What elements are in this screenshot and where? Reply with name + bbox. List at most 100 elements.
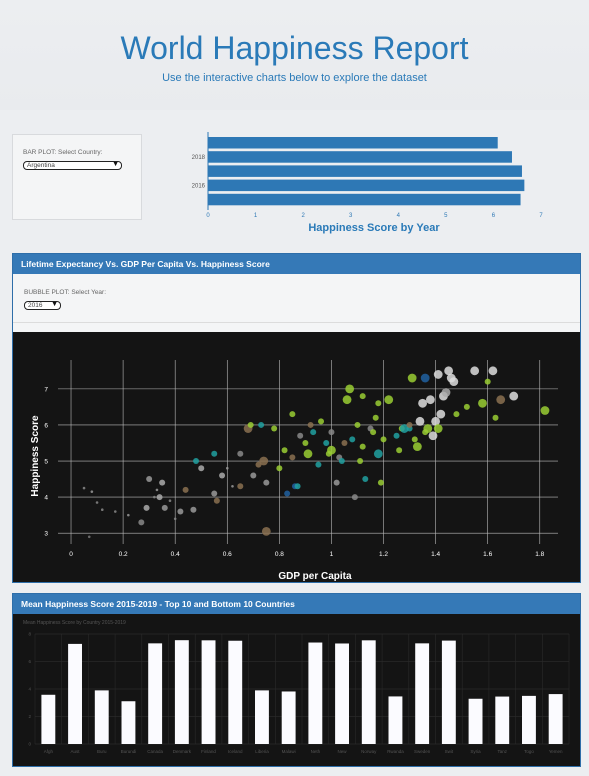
bubble-point <box>259 456 269 466</box>
bubble-point <box>463 403 470 410</box>
bubble-point <box>138 519 145 526</box>
bubble-point <box>484 378 491 385</box>
bubble-panel-title: Lifetime Expectancy Vs. GDP Per Capita V… <box>13 254 580 274</box>
bubble-point <box>87 535 91 539</box>
bubble-point <box>90 490 94 493</box>
bubble-point <box>303 449 313 459</box>
bubble-point <box>327 445 336 455</box>
bubble-point <box>428 431 438 441</box>
bubble-point <box>173 517 177 521</box>
bar-plot-selector-label: BAR PLOT: Select Country: <box>23 149 103 156</box>
bubble-point <box>250 472 257 479</box>
top-bottom-countries-panel: Mean Happiness Score 2015-2019 - Top 10 … <box>12 593 581 767</box>
bubble-point <box>418 398 427 408</box>
x-tick-label: Tanz <box>497 749 507 754</box>
bubble-point <box>423 424 433 433</box>
bubble-point <box>396 447 403 454</box>
bubble-point <box>113 510 117 513</box>
bubble-point <box>342 395 352 405</box>
bubble-point <box>345 384 355 394</box>
bubble-point <box>153 495 156 499</box>
x-tick-label: Rwanda <box>387 749 404 754</box>
x-tick-label: 1.6 <box>483 551 492 558</box>
bubble-point <box>380 436 387 443</box>
y-tick-label: 2018 <box>192 155 206 161</box>
chevron-down-icon: ▼ <box>112 161 119 168</box>
bubble-point <box>328 429 335 436</box>
x-tick-label: 1 <box>254 213 258 219</box>
bar-Canada <box>148 643 163 744</box>
x-tick-label: Afgh <box>44 749 54 754</box>
bar-Buru <box>94 690 109 744</box>
bar-Burundi <box>121 701 136 744</box>
bubble-plot-panel: Lifetime Expectancy Vs. GDP Per Capita V… <box>12 253 581 583</box>
x-tick-label: 0.2 <box>119 551 128 558</box>
bubble-point <box>407 373 417 383</box>
y-tick-label: 0 <box>28 742 31 747</box>
bar-New <box>335 643 349 744</box>
page-title: World Happiness Report <box>120 30 469 66</box>
bubble-point <box>478 398 487 408</box>
bubble-point <box>297 432 304 439</box>
chevron-down-icon: ▼ <box>51 301 58 308</box>
x-tick-label: Burundi <box>121 749 137 754</box>
bubble-point <box>373 449 383 459</box>
bubble-point <box>359 443 366 450</box>
x-tick-label: Aust <box>71 749 81 754</box>
country-select[interactable]: Argentina ▼ <box>23 161 122 170</box>
bubble-point <box>370 429 377 436</box>
bubble-point <box>95 501 99 504</box>
bubble-year-label: BUBBLE PLOT: Select Year: <box>24 289 107 296</box>
bubble-point <box>127 513 130 517</box>
bar-2015 <box>208 193 521 206</box>
bubble-point <box>415 416 425 426</box>
bubble-point <box>377 479 384 486</box>
bubble-point <box>375 400 382 407</box>
year-select[interactable]: 2016 ▼ <box>24 301 61 310</box>
x-tick-label: 1.4 <box>431 551 440 558</box>
x-tick-label: Canada <box>147 749 163 754</box>
bar-Liberia <box>255 690 269 744</box>
bar-Yemen <box>548 694 563 744</box>
bubble-point <box>318 418 325 425</box>
y-tick-label: 5 <box>44 459 48 466</box>
x-tick-label: Denmark <box>173 749 192 754</box>
bar-Iceland <box>228 640 243 744</box>
bubble-point <box>425 395 435 405</box>
page-header: World Happiness Report Use the interacti… <box>0 0 589 110</box>
bar-2019 <box>208 137 498 149</box>
bubble-point <box>155 488 159 492</box>
x-tick-label: Sweden <box>414 749 431 754</box>
bubble-point <box>441 388 451 397</box>
y-tick-label: 4 <box>44 495 48 502</box>
bar-2017 <box>208 165 522 177</box>
country-select-value: Argentina <box>27 162 55 169</box>
x-tick-label: 0.8 <box>275 551 284 558</box>
bubble-point <box>540 406 550 415</box>
x-axis-label: GDP per Capita <box>278 571 352 582</box>
bubble-point <box>357 458 364 465</box>
bar-Togo <box>522 695 536 744</box>
bubble-point <box>156 494 163 501</box>
bubble-point <box>399 424 409 433</box>
x-tick-label: 7 <box>539 213 543 219</box>
bubble-point <box>289 454 296 461</box>
bubble-point <box>271 425 278 432</box>
y-tick-label: 8 <box>28 632 31 637</box>
bubble-point <box>177 508 184 515</box>
bubble-point <box>323 439 330 446</box>
bubble-point <box>294 483 301 490</box>
bubble-point <box>412 442 422 451</box>
bar-Swit <box>441 640 456 744</box>
x-tick-label: 0.4 <box>171 551 180 558</box>
x-tick-label: Togo <box>524 749 534 754</box>
bubble-point <box>444 366 454 376</box>
year-select-value: 2016 <box>28 302 43 309</box>
x-tick-label: Malawi <box>282 749 296 754</box>
bubble-point <box>258 421 265 428</box>
bar-Syria <box>468 698 483 744</box>
bubble-point <box>393 432 400 439</box>
bubble-point <box>406 421 413 428</box>
x-tick-label: 1 <box>330 551 334 558</box>
bubble-point <box>359 393 366 400</box>
